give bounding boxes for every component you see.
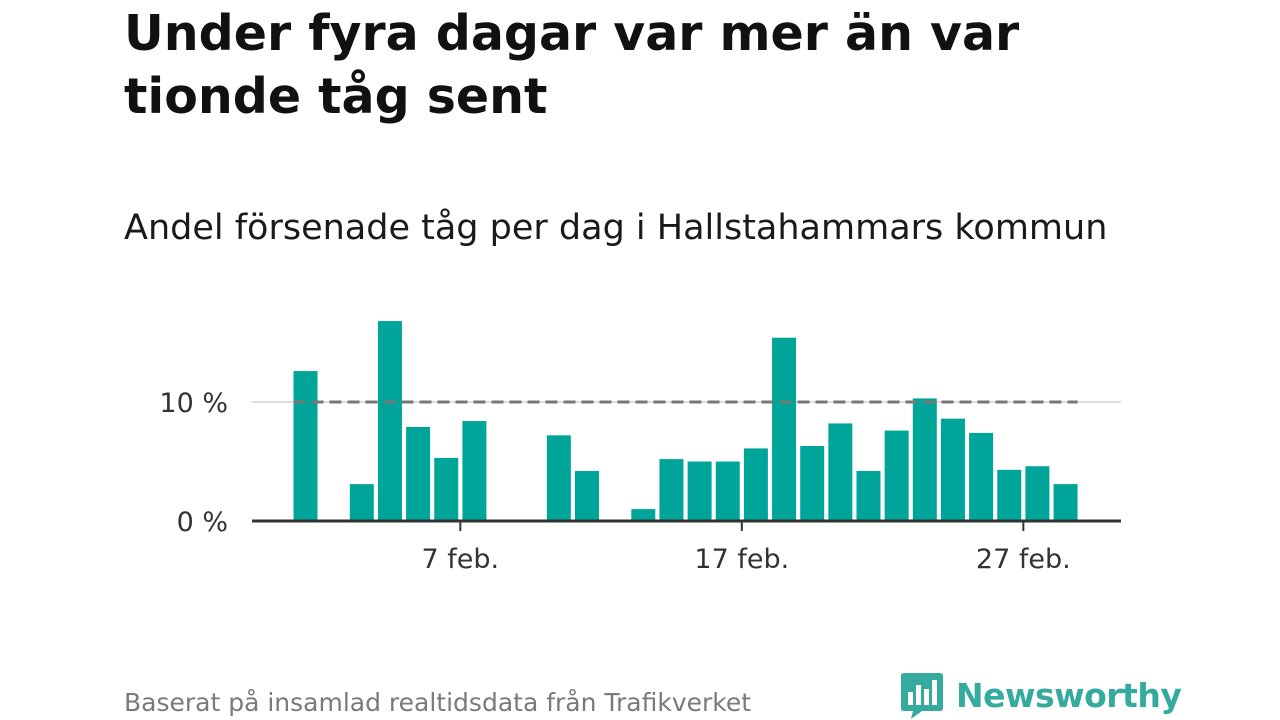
- brand-name: Newsworthy: [956, 675, 1182, 715]
- bar: [715, 461, 740, 521]
- bar: [687, 461, 712, 521]
- bar: [546, 435, 571, 521]
- bar: [828, 423, 853, 521]
- chart-title: Under fyra dagar var mer än var tionde t…: [124, 5, 1020, 125]
- bar: [800, 446, 825, 521]
- y-tick-label: 0 %: [177, 507, 228, 538]
- bar: [940, 418, 965, 521]
- chart-subtitle: Andel försenade tåg per dag i Hallstaham…: [124, 208, 1108, 248]
- bar: [997, 469, 1022, 521]
- bar: [377, 321, 402, 521]
- bar: [856, 471, 881, 521]
- bar: [659, 459, 684, 521]
- bar: [406, 426, 431, 521]
- bar: [884, 430, 909, 521]
- bar: [349, 484, 374, 521]
- bar: [631, 509, 656, 521]
- bar: [575, 471, 599, 521]
- bar: [462, 421, 487, 521]
- bar: [969, 432, 994, 521]
- x-tick-label: 7 feb.: [422, 544, 500, 575]
- bar: [293, 371, 318, 521]
- brand-logo: Newsworthy: [900, 670, 1182, 720]
- bar: [1025, 466, 1050, 521]
- y-tick-label: 10 %: [159, 388, 228, 419]
- bar: [912, 398, 937, 521]
- bar: [434, 457, 459, 521]
- x-tick-label: 17 feb.: [694, 544, 789, 575]
- bar: [743, 448, 768, 521]
- bar: [772, 337, 797, 521]
- x-tick-label: 27 feb.: [976, 544, 1071, 575]
- bar: [1053, 484, 1078, 521]
- newsworthy-logo-icon: [901, 673, 943, 719]
- source-note: Baserat på insamlad realtidsdata från Tr…: [124, 688, 752, 717]
